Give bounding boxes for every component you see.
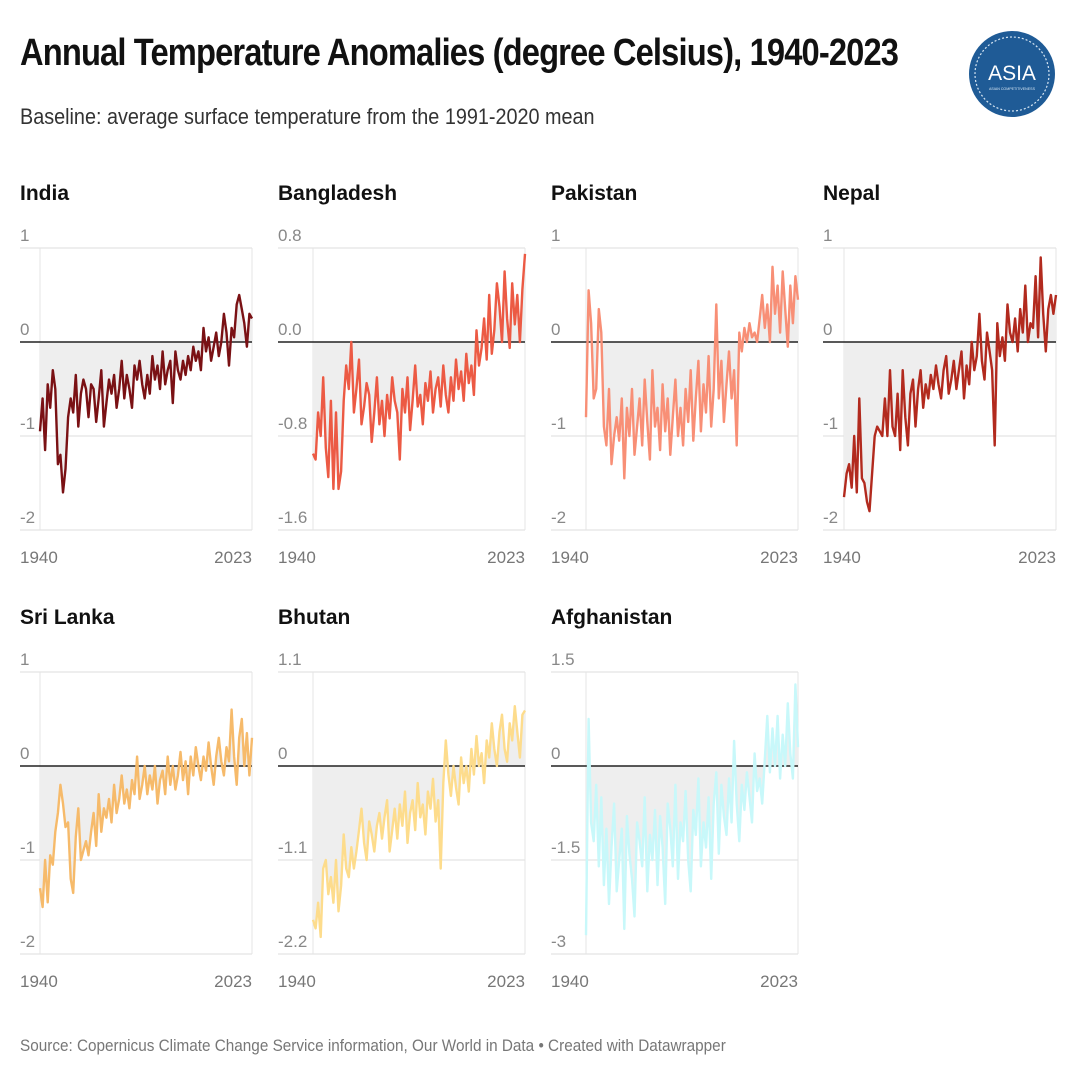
x-tick-label: 2023 [214,548,252,567]
y-tick-label: -2 [551,508,566,527]
x-tick-label: 1940 [551,548,589,567]
y-tick-label: 1 [823,226,832,245]
x-tick-label: 1940 [278,972,316,991]
y-tick-label: 0 [278,744,287,763]
y-tick-label: -1.6 [278,508,307,527]
chart-subtitle: Baseline: average surface temperature fr… [20,104,595,129]
y-tick-label: 1.1 [278,650,302,669]
anomaly-line [311,253,527,491]
y-tick-label: 0 [20,744,29,763]
y-tick-label: 0.8 [278,226,302,245]
panel-title: Afghanistan [551,606,672,629]
y-tick-label: -1 [20,414,35,433]
y-tick-label: -1.5 [551,838,580,857]
y-tick-label: 1.5 [551,650,575,669]
y-tick-label: 1 [20,650,29,669]
anomaly-area [40,295,252,493]
anomaly-line [38,293,254,494]
y-tick-label: -2 [823,508,838,527]
y-tick-label: -1 [551,414,566,433]
panel-title: Sri Lanka [20,606,115,629]
y-tick-label: -1.1 [278,838,307,857]
y-tick-label: -2.2 [278,932,307,951]
anomaly-area [313,253,525,489]
anomaly-area [586,266,798,479]
chart-panel-afghanistan: Afghanistan 1.5 0 -1.5 -3 1940 2023 [551,606,800,991]
x-tick-label: 1940 [551,972,589,991]
anomaly-line [38,708,254,909]
anomaly-line [311,705,527,939]
x-tick-label: 2023 [760,548,798,567]
logo-subtext: ASIAN COMPETITIVENESS [989,87,1036,91]
x-tick-label: 1940 [20,548,58,567]
x-tick-label: 1940 [278,548,316,567]
chart-panel-nepal: Nepal 1 0 -1 -2 1940 2023 [823,182,1058,567]
x-tick-label: 2023 [760,972,798,991]
panel-title: Nepal [823,182,880,205]
x-tick-label: 2023 [1018,548,1056,567]
panel-title: Pakistan [551,182,637,205]
y-tick-label: 0.0 [278,320,302,339]
chart-panel-bhutan: Bhutan 1.1 0 -1.1 -2.2 1940 2023 [278,606,527,991]
panel-title: Bangladesh [278,182,397,205]
chart-panel-india: India 1 0 -1 -2 1940 2023 [20,182,254,567]
x-tick-label: 1940 [20,972,58,991]
source-note: Source: Copernicus Climate Change Servic… [20,1036,726,1055]
anomaly-line [584,683,800,936]
y-tick-label: -3 [551,932,566,951]
y-tick-label: 0 [823,320,832,339]
anomaly-line [584,265,800,480]
panel-title: India [20,182,69,205]
panel-title: Bhutan [278,606,350,629]
asia-logo: ASIA ASIAN COMPETITIVENESS [969,31,1055,117]
y-tick-label: 1 [551,226,560,245]
anomaly-line [842,256,1058,513]
y-tick-label: 0 [551,320,560,339]
logo-text: ASIA [988,62,1036,85]
y-tick-label: 0 [20,320,29,339]
y-tick-label: 1 [20,226,29,245]
anomaly-area [586,684,798,936]
x-tick-label: 1940 [823,548,861,567]
y-tick-label: -1 [20,838,35,857]
y-tick-label: -0.8 [278,414,307,433]
y-tick-label: 0 [551,744,560,763]
y-tick-label: -2 [20,932,35,951]
chart-title: Annual Temperature Anomalies (degree Cel… [20,32,899,74]
x-tick-label: 2023 [487,972,525,991]
chart-panel-pakistan: Pakistan 1 0 -1 -2 1940 2023 [551,182,800,567]
y-tick-label: -2 [20,508,35,527]
x-tick-label: 2023 [487,548,525,567]
x-tick-label: 2023 [214,972,252,991]
chart-panel-sri-lanka: Sri Lanka 1 0 -1 -2 1940 2023 [20,606,254,991]
y-tick-label: -1 [823,414,838,433]
chart-panel-bangladesh: Bangladesh 0.8 0.0 -0.8 -1.6 1940 2023 [278,182,527,567]
